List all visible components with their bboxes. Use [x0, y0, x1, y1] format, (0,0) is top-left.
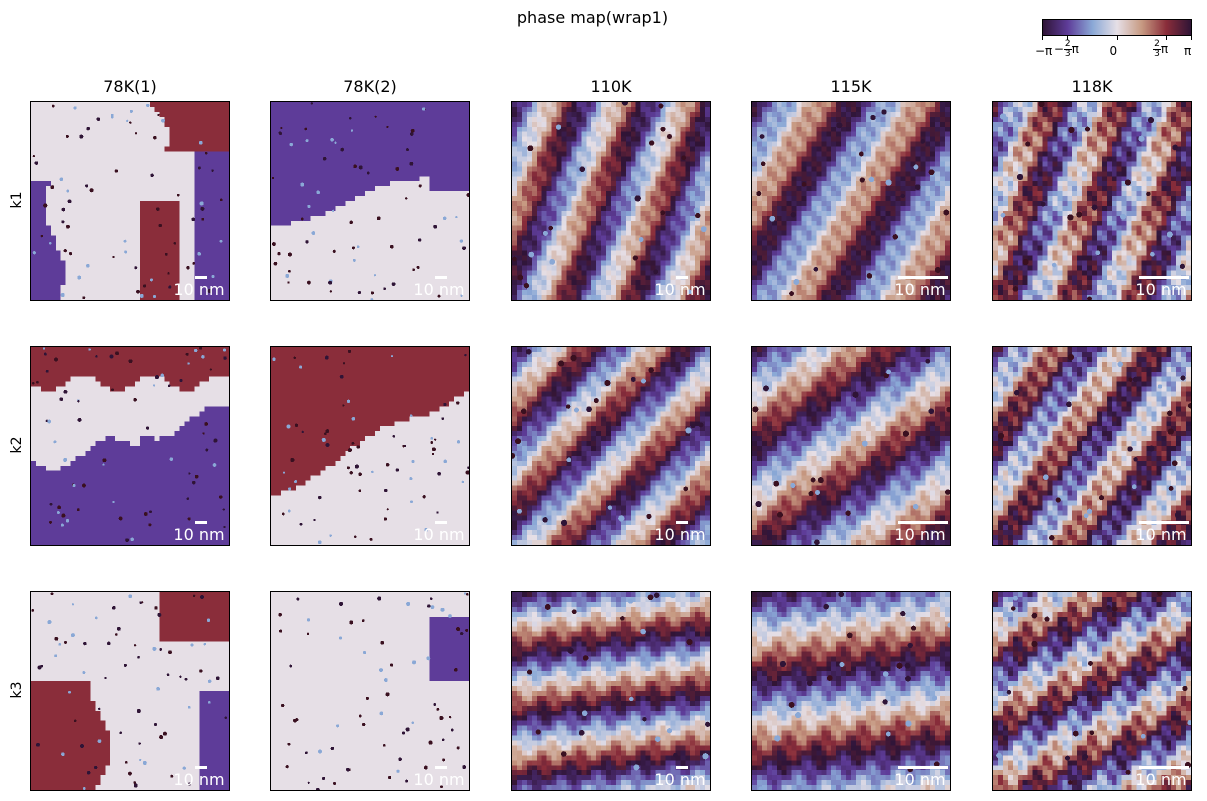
- scale-bar: [1139, 276, 1189, 279]
- scale-bar-label: 10 nm: [650, 280, 710, 299]
- phase-map-image: [512, 592, 710, 790]
- scale-bar: [195, 276, 207, 279]
- phase-map-image: [31, 592, 229, 790]
- scale-bar: [898, 766, 948, 769]
- phase-map-panel: 10 nm: [30, 591, 230, 791]
- colorbar-tick: [1166, 36, 1168, 40]
- scale-bar-label: 10 nm: [169, 280, 229, 299]
- phase-map-image: [993, 347, 1191, 545]
- scale-bar: [195, 521, 207, 524]
- scale-bar: [435, 521, 447, 524]
- scale-bar: [676, 521, 688, 524]
- phase-map-image: [752, 592, 950, 790]
- colorbar-tick-label: −2 3 π: [1054, 40, 1079, 59]
- phase-map-image: [271, 102, 469, 300]
- scale-bar: [435, 766, 447, 769]
- phase-map-panel: 10 nm: [270, 346, 470, 546]
- phase-map-image: [271, 592, 469, 790]
- phase-map-panel: 10 nm: [270, 591, 470, 791]
- scale-bar-label: 10 nm: [409, 770, 469, 789]
- scale-bar: [676, 276, 688, 279]
- scale-bar-label: 10 nm: [169, 770, 229, 789]
- colorbar-tick: [1042, 36, 1043, 40]
- phase-map-image: [993, 102, 1191, 300]
- phase-map-panel: 10 nm: [511, 591, 711, 791]
- colorbar: [1042, 19, 1192, 36]
- phase-map-image: [271, 347, 469, 545]
- phase-map-panel: 10 nm: [751, 346, 951, 546]
- column-title: 115K: [751, 77, 951, 96]
- phase-map-image: [512, 102, 710, 300]
- phase-map-panel: 10 nm: [992, 346, 1192, 546]
- scale-bar-label: 10 nm: [890, 280, 950, 299]
- phase-map-image: [512, 347, 710, 545]
- scale-bar-label: 10 nm: [650, 770, 710, 789]
- scale-bar-label: 10 nm: [890, 770, 950, 789]
- scale-bar: [1139, 521, 1189, 524]
- phase-map-image: [993, 592, 1191, 790]
- suptitle: phase map(wrap1): [0, 8, 1185, 27]
- phase-map-panel: 10 nm: [992, 101, 1192, 301]
- phase-map-panel: 10 nm: [992, 591, 1192, 791]
- row-label: k3: [9, 675, 25, 705]
- scale-bar: [898, 276, 948, 279]
- phase-map-image: [752, 347, 950, 545]
- colorbar-tick: [1066, 36, 1068, 40]
- scale-bar-label: 10 nm: [1131, 525, 1191, 544]
- row-label: k2: [9, 430, 25, 460]
- scale-bar-label: 10 nm: [1131, 280, 1191, 299]
- row-label: k1: [9, 185, 25, 215]
- phase-map-panel: 10 nm: [751, 591, 951, 791]
- phase-map-image: [752, 102, 950, 300]
- phase-map-image: [31, 102, 229, 300]
- column-title: 118K: [992, 77, 1192, 96]
- colorbar-tick-label: 0: [1110, 44, 1118, 58]
- phase-map-panel: 10 nm: [30, 346, 230, 546]
- scale-bar-label: 10 nm: [169, 525, 229, 544]
- colorbar-tick: [1116, 36, 1118, 40]
- scale-bar-label: 10 nm: [890, 525, 950, 544]
- column-title: 78K(1): [30, 77, 230, 96]
- phase-map-panel: 10 nm: [270, 101, 470, 301]
- colorbar-tick-label: −π: [1035, 44, 1052, 58]
- column-title: 110K: [511, 77, 711, 96]
- phase-map-panel: 10 nm: [511, 101, 711, 301]
- phase-map-panel: 10 nm: [30, 101, 230, 301]
- colorbar-tick-label: π: [1184, 44, 1191, 58]
- phase-map-image: [31, 347, 229, 545]
- scale-bar: [435, 276, 447, 279]
- scale-bar: [1139, 766, 1189, 769]
- scale-bar: [898, 521, 948, 524]
- scale-bar-label: 10 nm: [650, 525, 710, 544]
- scale-bar-label: 10 nm: [409, 525, 469, 544]
- phase-map-panel: 10 nm: [751, 101, 951, 301]
- colorbar-tick: [1191, 36, 1192, 40]
- scale-bar-label: 10 nm: [409, 280, 469, 299]
- scale-bar: [676, 766, 688, 769]
- phase-map-panel: 10 nm: [511, 346, 711, 546]
- column-title: 78K(2): [270, 77, 470, 96]
- scale-bar: [195, 766, 207, 769]
- scale-bar-label: 10 nm: [1131, 770, 1191, 789]
